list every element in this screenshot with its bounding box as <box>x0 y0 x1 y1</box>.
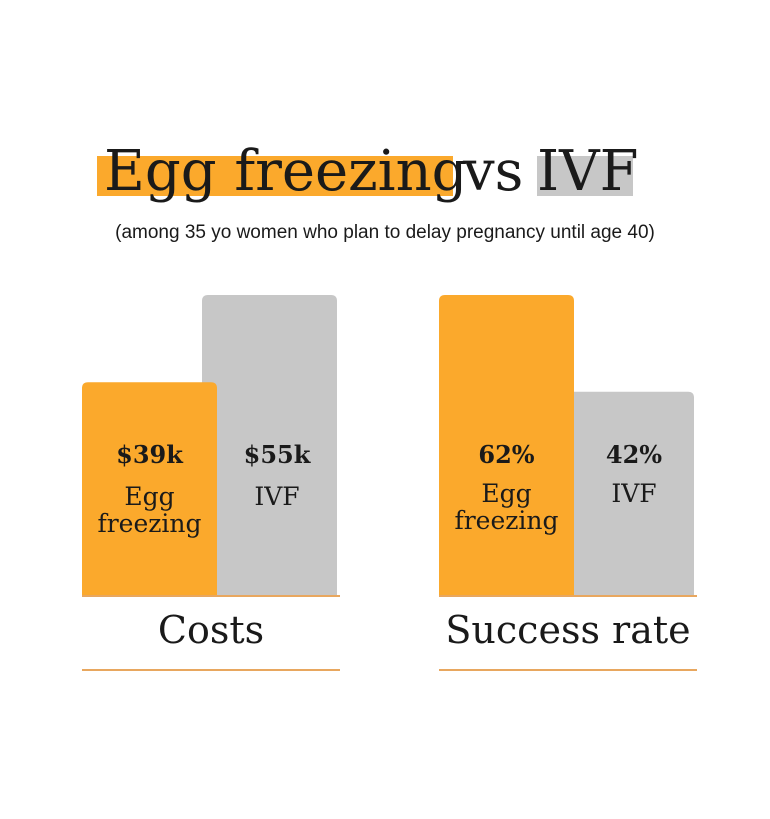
chart-subtitle: (among 35 yo women who plan to delay pre… <box>115 222 655 243</box>
title-highlight-ivf <box>537 156 633 196</box>
success-rate-chart-svg <box>439 295 697 671</box>
title-egg-freezing: Egg freezing <box>104 139 468 204</box>
costs-category-label-egg-freezing: Egg freezing <box>97 482 202 538</box>
costs-value-label-egg-freezing: $39k <box>116 440 183 469</box>
success-rate-value-label-egg-freezing: 62% <box>478 440 535 469</box>
chart-title: Egg freezing vs IVF <box>0 134 770 214</box>
costs-chart: Costs $39k Egg freezing $55k IVF <box>82 290 340 675</box>
costs-value-label-ivf: $55k <box>243 440 311 469</box>
costs-caption: Costs <box>157 608 265 652</box>
success-rate-value-label-ivf: 42% <box>605 440 663 469</box>
success-rate-chart: Success rate 62% Egg freezing 42% IVF <box>439 290 697 675</box>
costs-bar-egg-freezing <box>82 382 217 595</box>
costs-chart-svg <box>82 295 340 671</box>
title-vs: vs <box>463 139 524 204</box>
success-rate-category-label-egg-freezing: Egg freezing <box>454 479 559 535</box>
costs-category-label-ivf: IVF <box>254 482 300 511</box>
title-highlight-egg-freezing <box>97 156 453 196</box>
title-ivf: IVF <box>537 139 639 204</box>
success-rate-caption: Success rate <box>445 608 691 652</box>
success-rate-bar-egg-freezing <box>439 295 574 595</box>
success-rate-category-label-ivf: IVF <box>611 479 657 508</box>
success-rate-bar-ivf <box>559 391 694 595</box>
costs-bar-ivf <box>202 295 337 595</box>
